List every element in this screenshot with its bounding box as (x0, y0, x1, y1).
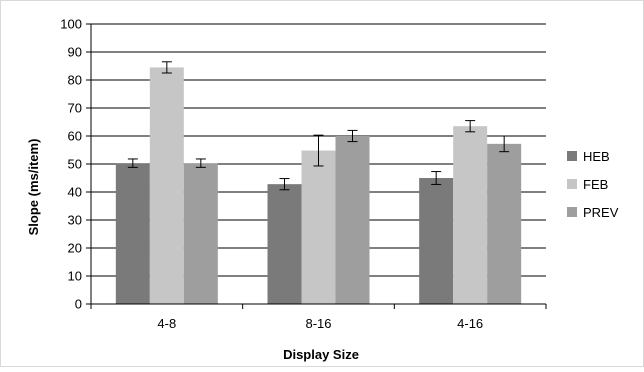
y-tick-labels: 0 10 20 30 40 50 60 70 80 90 100 (60, 17, 82, 312)
bars (115, 67, 522, 305)
y-tick-label: 60 (68, 129, 82, 144)
y-axis-label: Slope (ms/item) (26, 139, 41, 236)
legend-swatch-feb (567, 179, 577, 189)
legend-swatch-prev (567, 207, 577, 217)
axes (86, 23, 547, 309)
x-tick-label: 4-8 (157, 316, 176, 331)
y-tick-label: 10 (68, 269, 82, 284)
x-tick-label: 8-16 (305, 316, 331, 331)
y-tick-label: 50 (68, 157, 82, 172)
bar-prev (335, 136, 370, 304)
y-tick-label: 40 (68, 185, 82, 200)
bar-heb (115, 163, 150, 304)
bar-prev (183, 163, 218, 304)
y-tick-label: 80 (68, 73, 82, 88)
x-tick-label: 4-16 (457, 316, 483, 331)
bar-prev (487, 143, 522, 304)
y-tick-label: 90 (68, 45, 82, 60)
y-tick-label: 30 (68, 213, 82, 228)
y-tick-label: 20 (68, 241, 82, 256)
x-axis-label: Display Size (283, 347, 359, 362)
bar-heb (419, 178, 454, 304)
legend-label-heb: HEB (583, 149, 610, 164)
y-tick-label: 70 (68, 101, 82, 116)
y-tick-label: 0 (75, 297, 82, 312)
legend-swatch-heb (567, 151, 577, 161)
x-tick-labels: 4-8 8-16 4-16 (157, 316, 483, 331)
bar-heb (267, 184, 302, 304)
error-bars (127, 61, 510, 191)
bar-feb (301, 150, 336, 304)
legend-label-feb: FEB (583, 177, 608, 192)
legend: HEB FEB PREV (567, 149, 619, 220)
y-tick-label: 100 (60, 17, 82, 32)
bar-feb (453, 126, 488, 304)
legend-label-prev: PREV (583, 205, 619, 220)
bar-feb (149, 67, 184, 305)
